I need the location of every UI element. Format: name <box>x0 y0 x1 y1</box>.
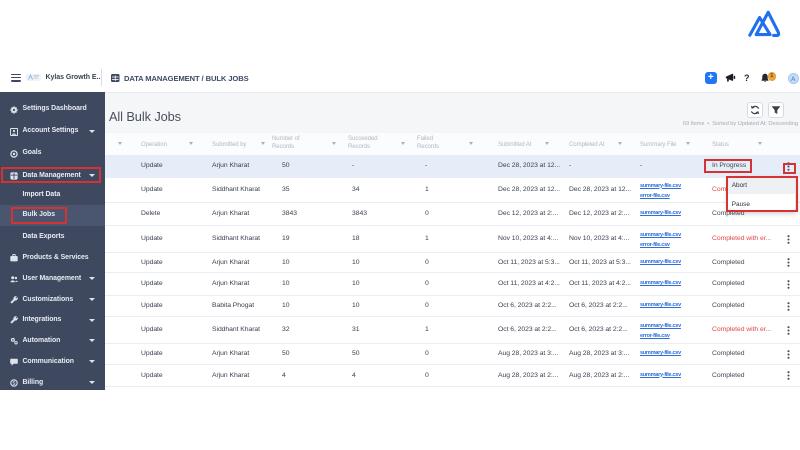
svg-text:$: $ <box>12 381 15 387</box>
